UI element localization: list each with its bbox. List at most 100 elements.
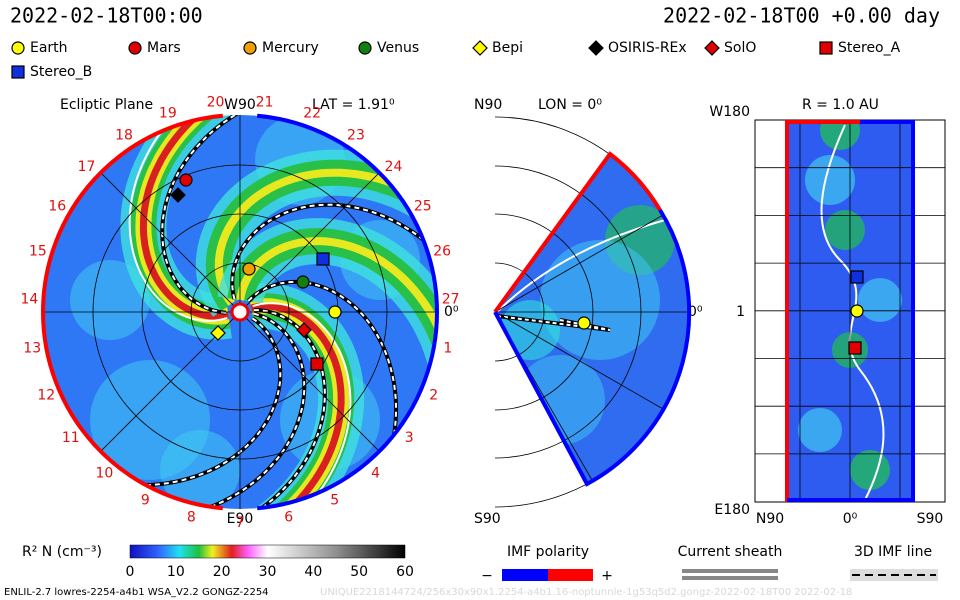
spacecraft <box>179 173 193 187</box>
n90: N90 <box>474 97 502 113</box>
imf-neg <box>502 569 548 581</box>
colorbar-tick: 50 <box>350 564 368 580</box>
sheath-title: Current sheath <box>678 544 783 560</box>
carrington-label: 13 <box>23 341 41 357</box>
imf-pos <box>548 569 593 581</box>
colorbar-tick: 20 <box>213 564 231 580</box>
carrington-label: 27 <box>442 292 460 308</box>
colorbar-tick: 10 <box>167 564 185 580</box>
footer-right: UNIQUE2218144724/256x30x90x1.2254-a4b1.1… <box>320 587 852 598</box>
density-blob <box>820 120 860 150</box>
carrington-label: 1 <box>443 341 452 357</box>
x-n90: N90 <box>756 511 784 527</box>
x-s90: S90 <box>917 511 944 527</box>
legend-label: Mars <box>147 40 181 56</box>
border-red <box>493 151 662 314</box>
carrington-label: 11 <box>62 430 80 446</box>
zero-lat: 0⁰ <box>688 304 703 320</box>
border-red <box>785 120 860 502</box>
line3d-title: 3D IMF line <box>854 544 932 560</box>
legend-label: SolO <box>724 40 756 56</box>
carrington-label: 19 <box>159 106 177 122</box>
grid-circle <box>495 213 594 411</box>
lon: LON = 0⁰ <box>538 97 602 113</box>
legend-marker <box>11 41 25 55</box>
zero-lon: 0⁰ <box>444 304 459 320</box>
footer-left: ENLIL-2.7 lowres-2254-a4b1 WSA_V2.2 GONG… <box>4 587 269 598</box>
colorbar-tick: 40 <box>304 564 322 580</box>
spacecraft <box>577 316 591 330</box>
legend-marker <box>11 65 25 79</box>
grid-radial <box>495 311 665 410</box>
carrington-label: 5 <box>330 493 339 509</box>
legend-label: Earth <box>30 40 68 56</box>
carrington-label: 25 <box>414 199 432 215</box>
carrington-label: 2 <box>429 388 438 404</box>
density-blob <box>850 450 890 490</box>
carrington-label: 15 <box>29 243 47 259</box>
carrington-label: 9 <box>141 493 150 509</box>
e90: E90 <box>227 511 254 527</box>
carrington-label: 3 <box>405 430 414 446</box>
density-blob <box>160 430 240 509</box>
one: 1 <box>736 304 745 320</box>
density-blob <box>858 278 902 322</box>
density-blob <box>500 300 560 360</box>
carrington-label: 21 <box>256 94 274 110</box>
imf-title: IMF polarity <box>507 544 589 560</box>
lat: LAT = 1.91⁰ <box>312 97 395 113</box>
spacecraft <box>210 325 226 341</box>
colorbar-tick: 0 <box>126 564 135 580</box>
legend-label: Venus <box>377 40 419 56</box>
density-blob <box>798 408 842 452</box>
carrington-label: 26 <box>433 243 451 259</box>
arm-red <box>139 115 271 321</box>
density-blob <box>540 240 660 360</box>
colorbar <box>129 544 406 559</box>
spacecraft <box>296 275 310 289</box>
radius: R = 1.0 AU <box>802 97 879 113</box>
legend-marker <box>472 40 488 56</box>
spacecraft <box>296 322 312 338</box>
density-blob <box>70 260 150 340</box>
legend-marker <box>819 41 833 55</box>
carrington-label: 10 <box>95 466 113 482</box>
imf-plus: + <box>601 568 613 584</box>
carrington-label: 22 <box>303 106 321 122</box>
grid-circle <box>495 165 642 459</box>
spacecraft <box>850 304 864 318</box>
carrington-label: 18 <box>115 128 133 144</box>
carrington-label: 6 <box>284 509 293 525</box>
spacecraft <box>850 270 864 284</box>
grid-circle <box>495 262 545 362</box>
legend-label: Mercury <box>262 40 319 56</box>
spacecraft <box>310 357 324 371</box>
sun <box>230 302 250 322</box>
legend-label: Bepi <box>492 40 523 56</box>
imf-line-white <box>161 115 318 314</box>
carrington-label: 17 <box>78 159 96 175</box>
x-0: 0⁰ <box>843 511 858 527</box>
time-left: 2022-02-18T00:00 <box>10 4 203 28</box>
density-blob <box>825 210 865 250</box>
carrington-label: 24 <box>385 159 403 175</box>
border-red <box>41 113 224 511</box>
s90: S90 <box>474 511 501 527</box>
imf-line-white <box>124 312 306 509</box>
sheath-line <box>496 315 611 331</box>
spacecraft <box>848 341 862 355</box>
w90: W90 <box>224 97 256 113</box>
spacecraft <box>328 305 342 319</box>
legend-marker <box>128 41 142 55</box>
spacecraft <box>242 262 256 276</box>
carrington-label: 12 <box>37 388 55 404</box>
legend-marker <box>588 40 604 56</box>
carrington-label: 23 <box>347 128 365 144</box>
imf-minus: − <box>481 568 493 584</box>
carrington-label: 16 <box>48 199 66 215</box>
spacecraft <box>170 187 186 203</box>
colorbar-tick: 60 <box>396 564 414 580</box>
legend-marker <box>358 41 372 55</box>
legend-label: Stereo_A <box>838 40 901 56</box>
